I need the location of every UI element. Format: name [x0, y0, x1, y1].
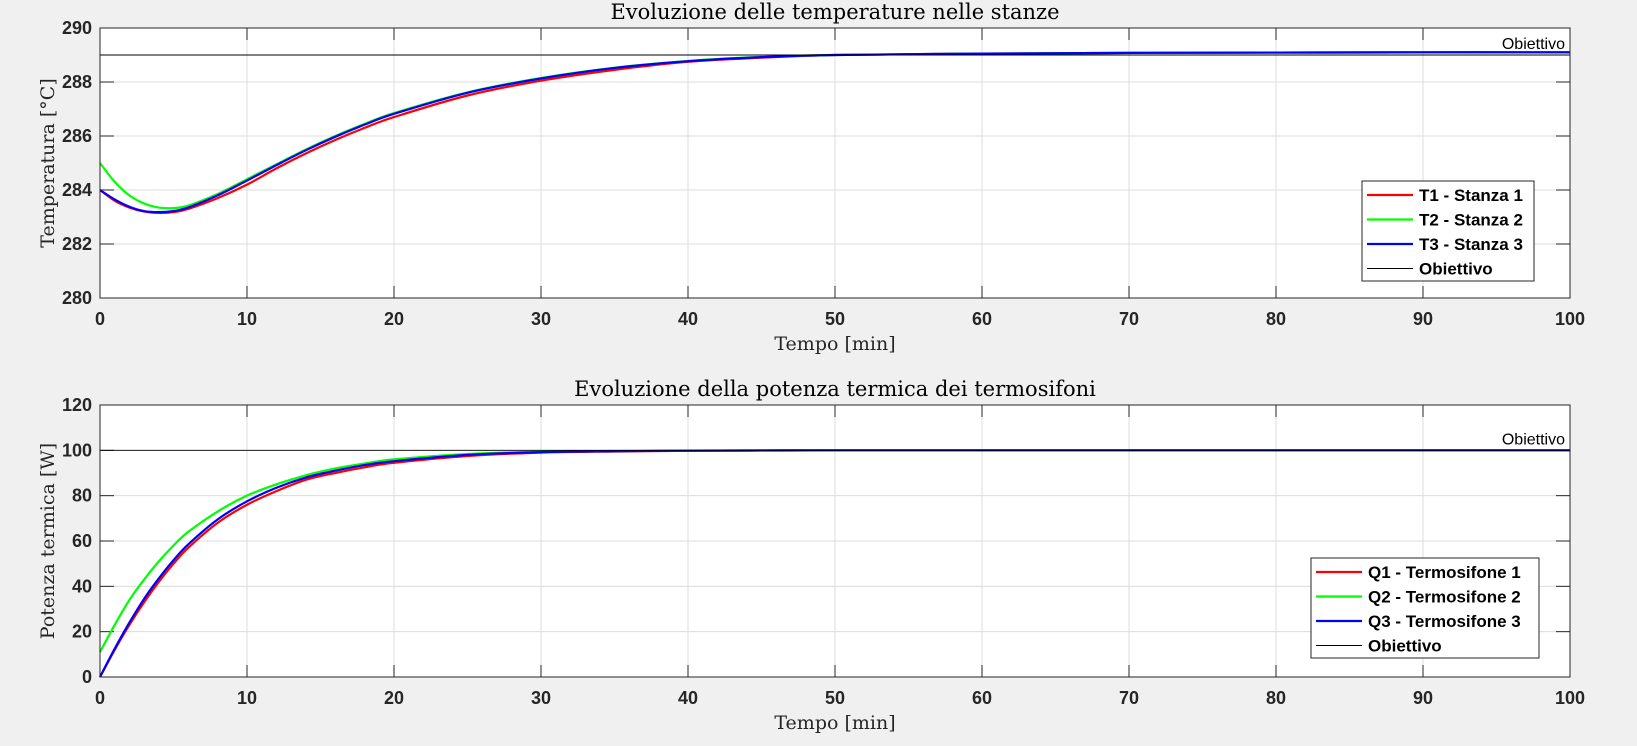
y-tick-label: 284	[62, 180, 92, 200]
x-tick-label: 20	[384, 309, 404, 329]
y-tick-label: 60	[72, 531, 92, 551]
legend-label-4: Obiettivo	[1368, 637, 1442, 656]
legend-label-3: T3 - Stanza 3	[1419, 235, 1523, 254]
legend-box	[1361, 180, 1535, 282]
temperature-target-annotation: Obiettivo	[1502, 36, 1565, 53]
temperature-grid	[100, 28, 1570, 298]
power-chart-title: Evoluzione della potenza termica dei ter…	[574, 377, 1096, 401]
temperature-legend: T1 - Stanza 1 T2 - Stanza 2 T3 - Stanza 3 O…	[1361, 180, 1535, 282]
x-tick-label: 80	[1266, 309, 1286, 329]
x-tick-label: 70	[1119, 688, 1139, 708]
temperature-chart-title: Evoluzione delle temperature nelle stanz…	[610, 0, 1059, 24]
legend-label-2: T2 - Stanza 2	[1419, 211, 1523, 230]
x-tick-label: 90	[1413, 688, 1433, 708]
x-tick-label: 0	[95, 309, 105, 329]
legend-box	[1310, 557, 1540, 659]
y-tick-label: 20	[72, 622, 92, 642]
temperature-x-axis-label: Tempo [min]	[774, 333, 895, 355]
x-tick-label: 10	[237, 688, 257, 708]
x-tick-label: 40	[678, 309, 698, 329]
x-tick-label: 90	[1413, 309, 1433, 329]
power-axes: 0 10 20 30 40 50 60 70 80 90 100 0 20 40 60 80 100 120 Ev…	[37, 377, 1585, 734]
x-tick-label: 40	[678, 688, 698, 708]
power-ticks: 0 10 20 30 40 50 60 70 80 90 100 0 20 40 60 80 100 120	[62, 395, 1585, 708]
y-tick-label: 286	[62, 126, 92, 146]
temperature-axes: 0 10 20 30 40 50 60 70 80 90 100 280 282 284 286 288 290…	[37, 0, 1585, 355]
x-tick-label: 80	[1266, 688, 1286, 708]
x-tick-label: 100	[1555, 309, 1585, 329]
x-tick-label: 70	[1119, 309, 1139, 329]
x-tick-label: 10	[237, 309, 257, 329]
power-target-annotation: Obiettivo	[1502, 431, 1565, 448]
y-tick-label: 288	[62, 72, 92, 92]
y-tick-label: 120	[62, 395, 92, 415]
y-tick-label: 282	[62, 234, 92, 254]
x-tick-label: 50	[825, 309, 845, 329]
x-tick-label: 100	[1555, 688, 1585, 708]
legend-label-2: Q2 - Termosifone 2	[1368, 588, 1521, 607]
legend-label-3: Q3 - Termosifone 3	[1368, 612, 1521, 631]
temperature-ticks: 0 10 20 30 40 50 60 70 80 90 100 280 282 284 286 288 290	[62, 18, 1585, 329]
power-legend: Q1 - Termosifone 1 Q2 - Termosifone 2 Q3 -…	[1310, 557, 1540, 659]
x-tick-label: 20	[384, 688, 404, 708]
power-y-axis-label: Potenza termica [W]	[37, 443, 59, 639]
x-tick-label: 30	[531, 688, 551, 708]
x-tick-label: 50	[825, 688, 845, 708]
y-tick-label: 0	[82, 667, 92, 687]
legend-label-4: Obiettivo	[1419, 260, 1493, 279]
x-tick-label: 60	[972, 309, 992, 329]
legend-label-1: T1 - Stanza 1	[1419, 186, 1523, 205]
x-tick-label: 60	[972, 688, 992, 708]
x-tick-label: 0	[95, 688, 105, 708]
y-tick-label: 290	[62, 18, 92, 38]
y-tick-label: 80	[72, 486, 92, 506]
y-tick-label: 100	[62, 440, 92, 460]
temperature-lines	[99, 51, 1571, 215]
y-tick-label: 280	[62, 288, 92, 308]
y-tick-label: 40	[72, 576, 92, 596]
power-lines	[99, 449, 1570, 678]
temperature-plot-border	[99, 27, 1571, 299]
x-tick-label: 30	[531, 309, 551, 329]
legend-label-1: Q1 - Termosifone 1	[1368, 563, 1521, 582]
temperature-y-axis-label: Temperatura [°C]	[37, 78, 59, 247]
power-plot-border	[99, 404, 1571, 678]
series-line-3	[99, 51, 1571, 214]
power-x-axis-label: Tempo [min]	[774, 712, 895, 734]
